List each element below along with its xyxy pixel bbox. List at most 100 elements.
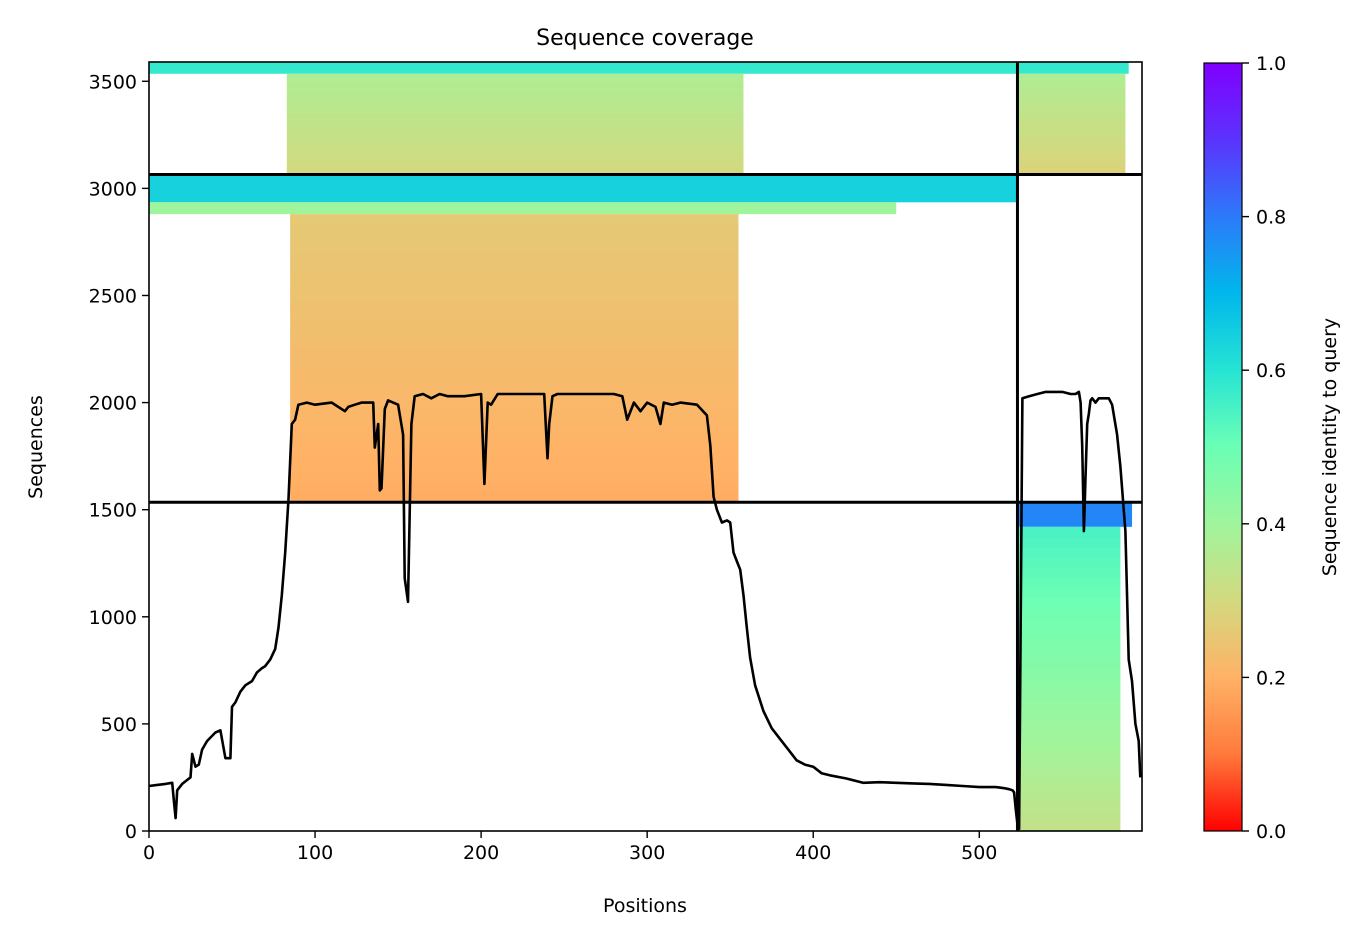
identity-band-segment	[290, 300, 739, 311]
identity-band-segment	[1017, 157, 1126, 162]
y-tick-label: 1000	[89, 607, 137, 629]
plot-area	[148, 61, 1143, 832]
identity-band-segment	[1017, 134, 1126, 139]
identity-band-segment	[286, 130, 744, 135]
identity-band-segment	[286, 73, 744, 78]
identity-band-segment	[286, 124, 744, 129]
identity-band-segment	[286, 157, 744, 162]
identity-band-segment	[286, 134, 744, 139]
y-tick-label: 0	[125, 821, 137, 843]
identity-band-segment	[1017, 557, 1121, 568]
y-tick-label: 2000	[89, 393, 137, 415]
identity-band-segment	[290, 406, 739, 417]
identity-band-segment	[290, 434, 739, 446]
identity-band-segment	[1017, 103, 1126, 108]
identity-band-segment	[1017, 810, 1121, 822]
identity-band-segment	[286, 140, 744, 145]
identity-band-segment	[286, 144, 744, 149]
y-axis: 0 500 1000 1500 2000 2500 3000 3500	[89, 71, 149, 843]
identity-band-segment	[1017, 648, 1121, 660]
identity-band	[149, 62, 1018, 74]
identity-band-segment	[1017, 577, 1121, 589]
identity-band-segment	[1017, 780, 1121, 792]
identity-band-segment	[1017, 140, 1126, 145]
colorbar-tick-label: 0.4	[1256, 514, 1286, 536]
colorbar-tick-label: 0.0	[1256, 821, 1286, 843]
identity-band-segment	[290, 214, 739, 225]
identity-band-segment	[290, 223, 739, 234]
identity-band-segment	[1017, 120, 1126, 125]
identity-band-segment	[1017, 93, 1126, 98]
identity-band-segment	[1017, 87, 1126, 92]
identity-band-segment	[286, 167, 744, 172]
x-tick-label: 300	[629, 842, 665, 864]
identity-band-segment	[1017, 526, 1121, 538]
identity-band-segment	[286, 154, 744, 159]
identity-band	[149, 202, 897, 215]
identity-band-segment	[286, 97, 744, 102]
identity-band-segment	[1017, 147, 1126, 152]
identity-band-segment	[286, 83, 744, 88]
identity-band-segment	[1017, 770, 1121, 781]
identity-band-segment	[290, 386, 739, 398]
identity-band-segment	[1017, 154, 1126, 159]
identity-band-segment	[286, 93, 744, 98]
x-tick-label: 100	[297, 842, 333, 864]
identity-band-segment	[1017, 97, 1126, 102]
identity-band-segment	[1017, 800, 1121, 812]
identity-band-segment	[286, 103, 744, 108]
identity-band-segment	[286, 150, 744, 155]
identity-band-segment	[1017, 137, 1126, 142]
identity-band-segment	[290, 358, 739, 369]
y-tick-label: 2500	[89, 285, 137, 307]
identity-band-segment	[290, 348, 739, 359]
identity-band-segment	[1017, 144, 1126, 149]
identity-band-segment	[290, 233, 739, 244]
identity-band-segment	[1017, 699, 1121, 710]
identity-band-segment	[286, 117, 744, 122]
identity-band-segment	[1017, 760, 1121, 771]
identity-band-segment	[1017, 547, 1121, 558]
x-tick-label: 0	[143, 842, 155, 864]
identity-band-segment	[1017, 820, 1121, 832]
identity-band	[1017, 502, 1133, 527]
identity-band-segment	[286, 164, 744, 169]
identity-band-segment	[1017, 587, 1121, 599]
identity-band-segment	[290, 271, 739, 282]
identity-band-segment	[290, 310, 739, 321]
identity-band-segment	[1017, 729, 1121, 741]
identity-band-segment	[1017, 83, 1126, 88]
identity-band-segment	[290, 444, 739, 455]
y-tick-label: 1500	[89, 500, 137, 522]
identity-band-segment	[1017, 628, 1121, 639]
identity-band-segment	[1017, 618, 1121, 629]
identity-band-segment	[1017, 161, 1126, 165]
identity-band-segment	[1017, 638, 1121, 650]
colorbar-tick-label: 0.2	[1256, 667, 1286, 689]
identity-band-segment	[1017, 536, 1121, 548]
identity-band-segment	[1017, 164, 1126, 169]
identity-band-segment	[290, 425, 739, 436]
identity-band-segment	[290, 454, 739, 465]
identity-band-segment	[286, 87, 744, 92]
colorbar-ticks: 0.0 0.2 0.4 0.6 0.8 1.0	[1242, 53, 1286, 843]
identity-band-segment	[290, 338, 739, 350]
y-tick-label: 3000	[89, 178, 137, 200]
identity-band-segment	[1017, 114, 1126, 119]
identity-band-segment	[290, 396, 739, 407]
identity-band-segment	[1017, 739, 1121, 751]
identity-band-segment	[286, 77, 744, 82]
identity-band-segment	[290, 415, 739, 426]
identity-band-segment	[286, 147, 744, 152]
identity-band-segment	[1017, 77, 1126, 82]
identity-band-segment	[1017, 597, 1121, 609]
x-tick-label: 400	[795, 842, 831, 864]
identity-band-segment	[290, 262, 739, 273]
x-axis: 0 100 200 300 400 500	[143, 831, 997, 864]
identity-band-segment	[286, 161, 744, 165]
identity-band-segment	[1017, 658, 1121, 670]
identity-band-segment	[1017, 117, 1126, 122]
identity-band-segment	[286, 100, 744, 105]
identity-band-segment	[286, 137, 744, 142]
